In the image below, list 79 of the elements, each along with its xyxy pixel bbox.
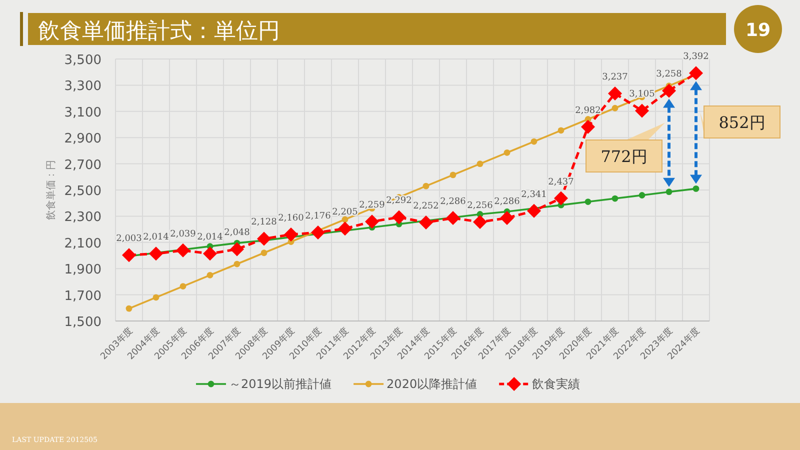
point — [450, 172, 456, 178]
data-label: 3,237 — [602, 72, 628, 82]
data-label: 2,176 — [305, 211, 332, 222]
y-tick-label: 2,100 — [64, 236, 102, 252]
point — [180, 283, 186, 290]
point — [338, 222, 352, 236]
point — [612, 195, 618, 202]
y-tick-label: 1,700 — [64, 288, 102, 304]
point — [257, 232, 271, 246]
legend-label: 2020以降推計値 — [386, 377, 478, 391]
y-tick-label: 2,900 — [64, 132, 102, 147]
data-label: 2,128 — [251, 218, 278, 228]
legend-label: ～2019以前推計値 — [229, 377, 332, 391]
y-tick-label: 2,500 — [64, 184, 102, 199]
point — [638, 192, 646, 198]
legend-label: 飲食実績 — [532, 377, 580, 391]
y-tick-label: 1,900 — [64, 262, 102, 278]
point — [152, 294, 160, 301]
point — [230, 242, 244, 256]
point — [692, 185, 700, 192]
point — [260, 250, 268, 256]
point — [473, 214, 487, 229]
data-label: 2,205 — [332, 208, 358, 218]
data-label: 2,256 — [467, 200, 494, 211]
point — [284, 228, 298, 242]
point — [126, 305, 132, 312]
annotation: 772円 — [600, 147, 648, 166]
point — [311, 225, 325, 240]
data-label: 2,014 — [143, 232, 170, 243]
data-label: 2,341 — [521, 190, 547, 200]
point — [206, 272, 214, 278]
data-label: 2,160 — [278, 214, 304, 224]
data-label: 3,392 — [683, 52, 709, 62]
point — [446, 211, 460, 226]
point — [504, 149, 510, 156]
point — [149, 246, 163, 261]
y-tick-label: 3,300 — [64, 79, 102, 94]
data-label: 2,286 — [494, 197, 520, 208]
y-tick-label: 2,700 — [64, 158, 102, 173]
point — [689, 66, 703, 80]
point — [662, 84, 676, 98]
point — [608, 86, 622, 100]
point — [234, 260, 240, 268]
y-axis-title: 飲食単価：円 — [45, 160, 57, 220]
y-tick-label: 2,300 — [64, 210, 102, 226]
text: 852円 — [718, 113, 766, 132]
point — [176, 243, 190, 258]
point — [527, 204, 541, 218]
data-label: 2,437 — [548, 177, 574, 188]
point — [666, 188, 672, 196]
text: 19 — [745, 20, 771, 41]
y-tick-label: 3,500 — [64, 53, 102, 68]
point — [558, 127, 564, 134]
point — [581, 120, 595, 134]
y-tick-label: 3,100 — [64, 105, 102, 120]
data-label: 2,982 — [575, 106, 601, 116]
point — [500, 211, 514, 226]
point — [392, 210, 406, 224]
point — [530, 138, 538, 145]
data-label: 2,039 — [170, 229, 196, 240]
chart-title: 飲食単価推計式：単位円 — [38, 19, 280, 44]
point — [612, 104, 618, 112]
data-label: 2,286 — [440, 197, 466, 208]
point — [554, 191, 568, 206]
data-label: 2,252 — [413, 201, 439, 212]
point — [422, 182, 430, 190]
data-label: 2,003 — [116, 234, 142, 244]
point — [365, 214, 379, 229]
data-label: 3,258 — [656, 70, 682, 80]
point — [342, 216, 348, 223]
data-label: 2,014 — [197, 232, 224, 243]
point — [203, 246, 217, 261]
point — [476, 160, 484, 167]
y-tick-label: 1,500 — [64, 315, 102, 330]
point — [584, 198, 592, 205]
point — [419, 215, 433, 230]
point — [635, 104, 649, 118]
point — [122, 248, 136, 262]
data-label: 2,048 — [224, 228, 250, 238]
